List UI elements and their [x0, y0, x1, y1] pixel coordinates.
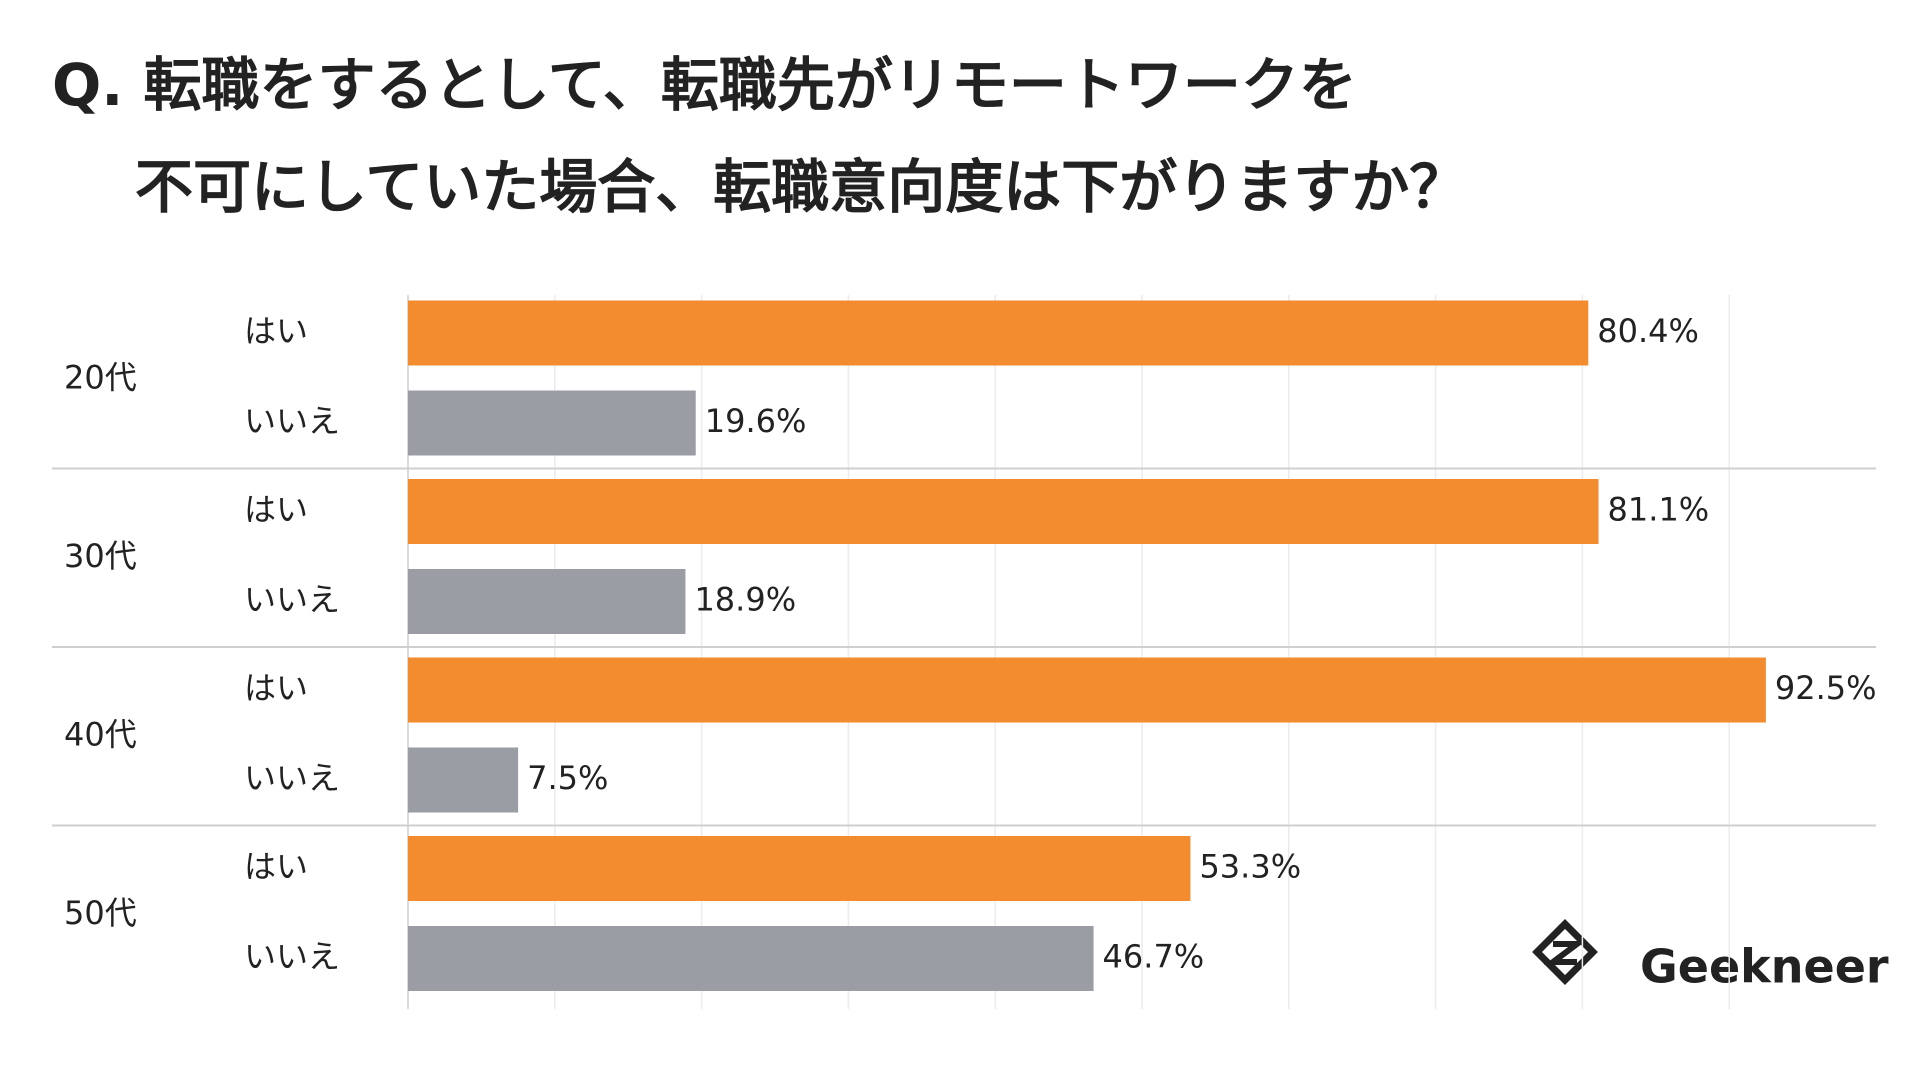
category-label: 30代 [64, 537, 137, 575]
series-label: はい [244, 491, 308, 529]
bar [408, 569, 686, 634]
series-label: いいえ [244, 938, 340, 976]
value-label: 92.5% [1775, 669, 1877, 707]
bar [408, 390, 696, 456]
value-label: 46.7% [1103, 938, 1205, 976]
series-label: いいえ [244, 759, 340, 797]
series-label: はい [244, 669, 308, 707]
bar [408, 657, 1766, 723]
category-label: 50代 [64, 894, 137, 932]
bar [408, 926, 1094, 991]
category-label: 20代 [64, 358, 137, 396]
series-label: いいえ [244, 402, 340, 440]
category-label: 40代 [64, 715, 137, 753]
bar [408, 747, 519, 813]
series-label: はい [244, 848, 308, 886]
value-label: 81.1% [1608, 491, 1710, 529]
value-label: 19.6% [705, 402, 807, 440]
chart-title: Q. 転職をするとして、転職先がリモートワークを [52, 51, 1357, 119]
chart-title: 不可にしていた場合、転職意向度は下がりますか？ [135, 153, 1467, 221]
bar [408, 300, 1589, 366]
logo: Geekneer [1532, 919, 1889, 994]
value-label: 7.5% [527, 759, 608, 797]
bar [408, 479, 1599, 544]
series-label: いいえ [244, 581, 340, 619]
value-label: 80.4% [1597, 312, 1699, 350]
logo-text: Geekneer [1640, 940, 1889, 994]
logo-icon [1544, 941, 1586, 965]
value-label: 18.9% [694, 581, 796, 619]
bar [408, 836, 1191, 901]
value-label: 53.3% [1199, 848, 1301, 886]
series-label: はい [244, 312, 308, 350]
